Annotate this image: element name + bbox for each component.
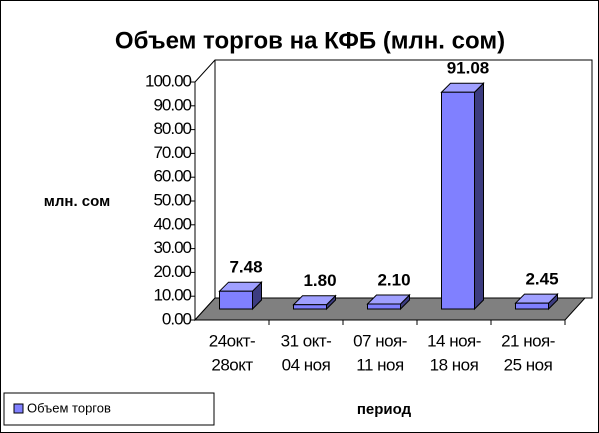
x-tick-label: 18 ноя [430,355,479,374]
bar-side [474,82,484,311]
bar [219,290,253,310]
x-tick-label: 31 окт- [281,331,332,350]
bar [515,302,549,310]
value-label: 91.08 [447,59,490,78]
y-tick-label: 90.00 [153,95,191,114]
bar [367,303,401,310]
x-axis-label: период [357,401,412,418]
value-label: 1.80 [303,271,336,290]
x-tick-label: 11 ноя [356,355,404,374]
x-tick-label: 14 ноя- [427,331,481,350]
x-tick-label: 04 ноя [282,355,331,374]
value-label: 2.45 [525,270,558,289]
bar [293,304,327,310]
bar [441,91,475,310]
x-tick-label: 07 ноя- [353,331,407,350]
legend-box [3,392,215,426]
x-tick-label: 24окт- [209,331,255,350]
y-tick-label: 100.00 [145,71,192,90]
y-tick-label: 20.00 [153,262,191,281]
y-axis-label: млн. сом [44,193,110,210]
y-tick-label: 0.00 [162,309,192,328]
x-tick-label: 25 ноя [504,355,553,374]
x-tick-label: 21 ноя- [501,331,555,350]
y-tick-label: 10.00 [153,286,191,305]
y-tick-label: 80.00 [153,119,191,138]
value-label: 2.10 [377,270,410,289]
y-tick-label: 40.00 [153,214,191,233]
y-tick-label: 60.00 [153,167,191,186]
legend-label: Объем торгов [27,400,111,415]
value-label: 7.48 [229,258,262,277]
y-tick-label: 70.00 [153,143,191,162]
y-tick-label: 50.00 [153,190,191,209]
x-tick-label: 28окт [211,355,253,374]
legend-swatch [13,403,24,414]
y-tick-label: 30.00 [153,238,191,257]
chart-title: Объем торгов на КФБ (млн. сом) [115,27,505,54]
